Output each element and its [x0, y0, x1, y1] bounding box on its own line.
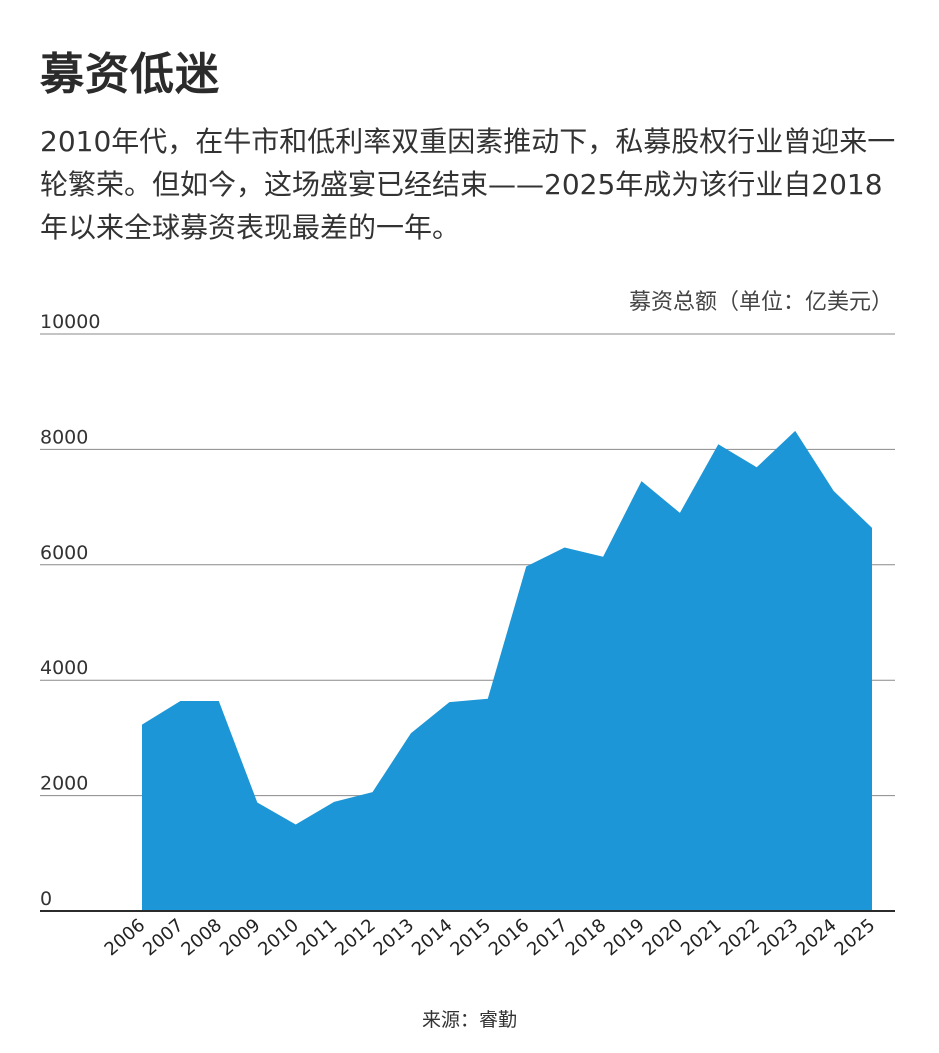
- x-tick-label-2006: 2006: [101, 915, 150, 961]
- y-tick-label: 8000: [40, 426, 88, 448]
- page-subtitle: 2010年代，在牛市和低利率双重因素推动下，私募股权行业曾迎来一轮繁荣。但如今，…: [40, 125, 896, 244]
- source-note: 来源：睿勤: [421, 1009, 517, 1031]
- x-tick-label-2012: 2012: [331, 915, 380, 961]
- x-tick-label-2024: 2024: [792, 915, 841, 961]
- x-tick-label-2009: 2009: [216, 915, 265, 961]
- x-tick-label-2011: 2011: [293, 915, 342, 961]
- x-tick-label-2023: 2023: [754, 915, 803, 961]
- x-tick-label-2015: 2015: [446, 915, 495, 961]
- x-tick-label-2017: 2017: [523, 915, 572, 961]
- x-tick-label-2010: 2010: [254, 915, 303, 961]
- x-tick-label-2019: 2019: [600, 915, 649, 961]
- y-tick-label: 2000: [40, 773, 88, 795]
- y-tick-label: 4000: [40, 657, 88, 679]
- x-tick-label-2018: 2018: [562, 915, 611, 961]
- x-tick-label-2025: 2025: [831, 915, 880, 961]
- x-tick-label-2013: 2013: [370, 915, 419, 961]
- x-tick-label-2008: 2008: [177, 915, 226, 961]
- y-tick-label: 0: [40, 888, 52, 910]
- x-tick-label-2021: 2021: [677, 915, 726, 961]
- y-tick-label: 6000: [40, 542, 88, 564]
- x-tick-label-2007: 2007: [139, 915, 188, 961]
- x-tick-label-2016: 2016: [485, 915, 534, 961]
- x-tick-label-2020: 2020: [639, 915, 688, 961]
- y-tick-labels: 0 2000 4000 6000 8000 10000: [40, 311, 100, 910]
- series-area: [142, 430, 872, 911]
- x-tick-label-2014: 2014: [408, 915, 457, 961]
- area-series: [141, 430, 873, 911]
- y-axis-label: 募资总额（单位：亿美元）: [628, 290, 893, 315]
- y-tick-label: 10000: [40, 311, 100, 333]
- x-tick-label-2022: 2022: [715, 915, 764, 961]
- x-tick-labels: 2006200720082009201020112012201320142015…: [101, 915, 880, 961]
- page-title: 募资低迷: [40, 49, 220, 100]
